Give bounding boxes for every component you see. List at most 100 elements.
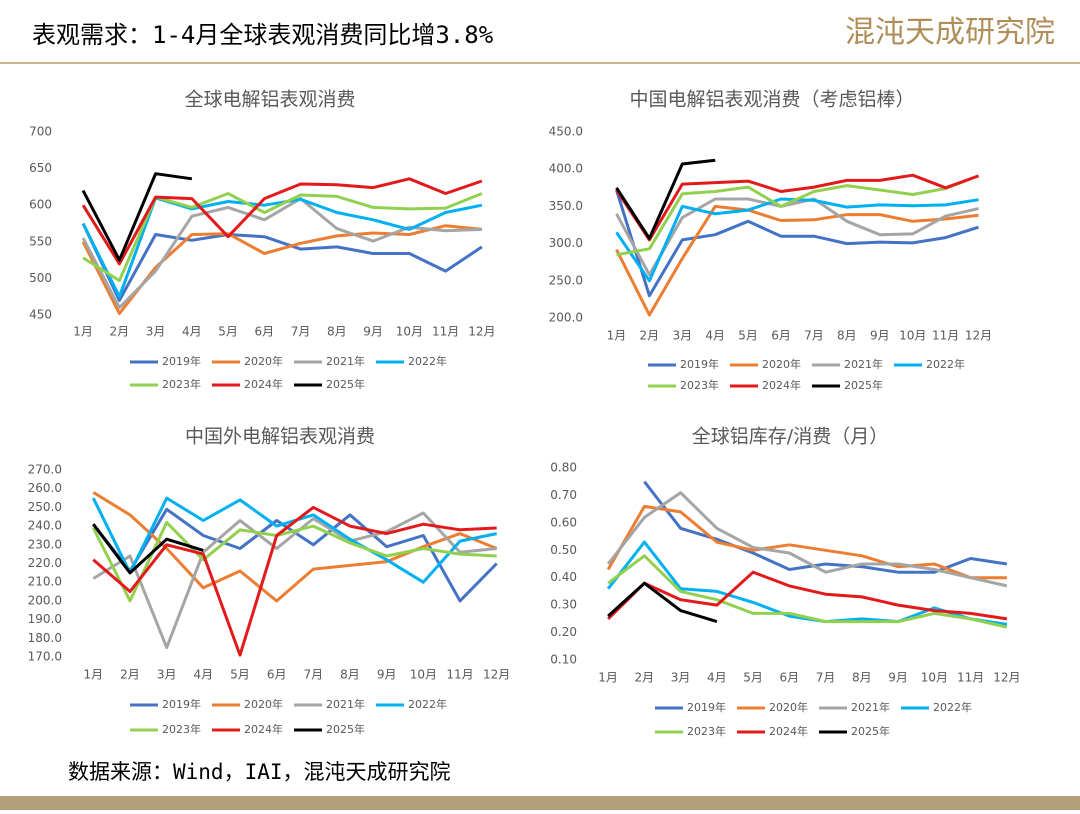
legend-label: 2024年 [244,722,283,736]
x-tick-label: 3月 [157,668,177,682]
x-tick-label: 4月 [705,329,725,343]
chart-title: 全球电解铝表观消费 [184,89,355,111]
x-tick-label: 3月 [671,671,691,685]
y-tick-label: 200.0 [549,311,583,325]
x-tick-label: 9月 [377,668,397,682]
y-tick-label: 300.0 [549,236,583,250]
y-tick-label: 350.0 [549,199,583,213]
y-tick-label: 180.0 [28,631,62,645]
legend-label: 2020年 [244,697,283,711]
legend-label: 2023年 [680,378,719,392]
series-line [92,505,497,657]
slide-title: 表观需求：1-4月全球表观消费同比增3.8% [32,21,494,49]
y-tick-label: 230.0 [28,537,62,551]
legend-label: 2021年 [326,354,365,368]
series-line [81,222,483,302]
y-tick-label: 210.0 [28,575,62,589]
y-tick-label: 450 [29,308,52,322]
chart-title: 全球铝库存/消费（月） [692,426,888,448]
x-tick-label: 9月 [363,325,383,339]
y-tick-label: 170.0 [28,650,62,664]
series-line [92,523,204,575]
legend-label: 2021年 [326,697,365,711]
series-line [81,172,193,262]
y-tick-label: 650 [29,161,52,175]
x-tick-label: 5月 [218,325,238,339]
series-line [92,511,497,650]
x-tick-label: 7月 [304,668,324,682]
logo: 混沌天成研究院 [845,15,1055,50]
x-tick-label: 6月 [255,325,275,339]
series-line [615,173,980,242]
legend-label: 2025年 [326,722,365,736]
legend-label: 2024年 [769,724,808,738]
legend-label: 2019年 [680,357,719,371]
y-tick-label: 0.30 [550,598,577,612]
x-tick-label: 2月 [110,325,130,339]
footer-bar [0,796,1080,810]
y-tick-label: 500 [29,271,52,285]
series-line [615,197,979,277]
x-tick-label: 4月 [194,668,214,682]
series-line [81,177,483,266]
x-tick-label: 4月 [707,671,727,685]
legend-label: 2022年 [408,697,447,711]
y-tick-label: 0.40 [550,570,577,584]
y-tick-label: 0.50 [550,543,577,557]
legend-label: 2025年 [326,377,365,391]
series-line [615,158,716,240]
x-tick-label: 3月 [672,329,692,343]
legend-label: 2022年 [926,357,965,371]
x-tick-label: 6月 [780,671,800,685]
series-line [91,496,498,584]
x-tick-label: 4月 [182,325,202,339]
y-tick-label: 0.80 [550,461,577,475]
y-tick-label: 0.70 [550,488,577,502]
legend-label: 2019年 [162,354,201,368]
x-tick-label: 2月 [635,671,655,685]
y-tick-label: 220.0 [28,556,62,570]
x-tick-label: 10月 [396,325,423,339]
x-tick-label: 8月 [837,329,857,343]
x-tick-label: 1月 [84,668,104,682]
y-tick-label: 400.0 [549,162,583,176]
y-tick-label: 0.20 [550,625,577,639]
x-tick-label: 8月 [327,325,347,339]
x-tick-label: 1月 [598,671,618,685]
x-tick-label: 10月 [899,329,926,343]
x-tick-label: 11月 [432,325,459,339]
y-tick-label: 0.10 [550,653,577,667]
x-tick-label: 5月 [738,329,758,343]
x-tick-label: 9月 [870,329,890,343]
x-tick-label: 3月 [146,325,166,339]
x-tick-label: 11月 [957,671,984,685]
series-line [615,204,979,317]
y-tick-label: 190.0 [28,612,62,626]
y-tick-label: 600 [29,198,52,212]
y-tick-label: 450.0 [549,125,583,139]
y-tick-label: 250.0 [549,273,583,287]
legend-label: 2022年 [933,700,972,714]
legend-label: 2020年 [769,700,808,714]
x-tick-label: 11月 [446,668,473,682]
x-tick-label: 12月 [993,671,1020,685]
x-tick-label: 10月 [410,668,437,682]
y-tick-label: 0.60 [550,515,577,529]
series-line [607,581,718,624]
x-tick-label: 9月 [888,671,908,685]
legend-label: 2019年 [687,700,726,714]
x-tick-label: 11月 [932,329,959,343]
series-line [615,189,979,298]
source-note: 数据来源：Wind，IAI，混沌天成研究院 [68,760,451,784]
series-line [91,520,497,603]
x-tick-label: 2月 [120,668,140,682]
x-tick-label: 1月 [73,325,93,339]
x-tick-label: 8月 [340,668,360,682]
x-tick-label: 6月 [267,668,287,682]
x-tick-label: 7月 [804,329,824,343]
legend-label: 2019年 [162,697,201,711]
y-tick-label: 270.0 [28,463,62,477]
legend-label: 2023年 [162,377,201,391]
y-tick-label: 550 [29,234,52,248]
x-tick-label: 12月 [483,668,510,682]
